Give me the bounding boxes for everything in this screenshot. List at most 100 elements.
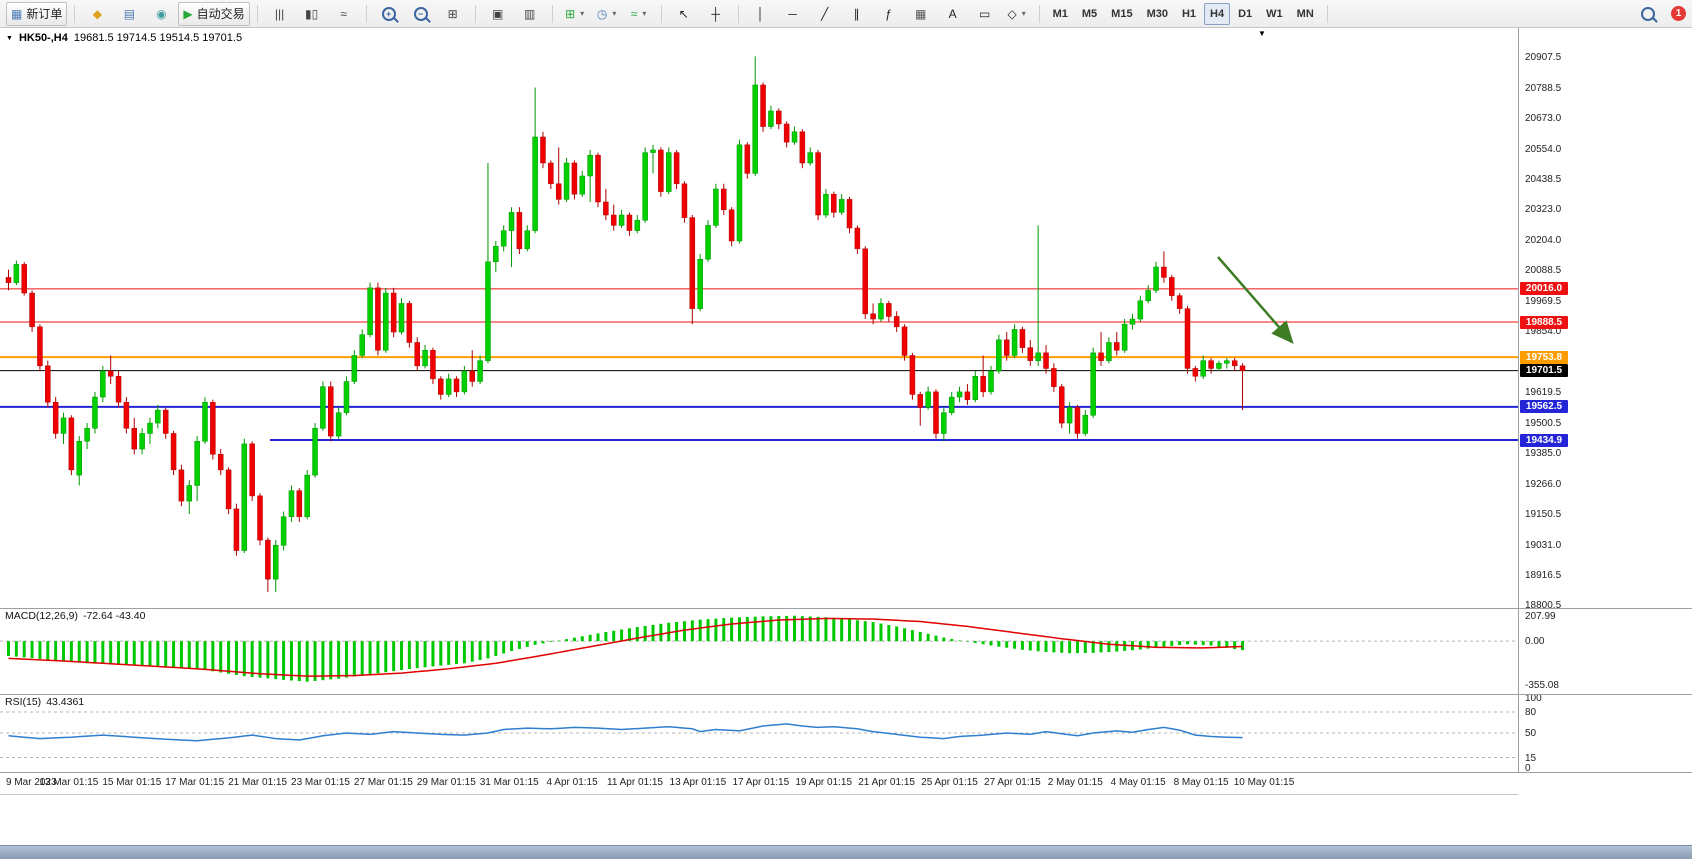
indicators-button[interactable]: ≈ ▾ <box>624 2 654 26</box>
text-label-button[interactable]: ▭ <box>970 2 1000 26</box>
price-axis-label: 18916.5 <box>1525 569 1562 581</box>
price-axis-label: 19150.5 <box>1525 508 1562 520</box>
chart-shift-button[interactable]: ▥ <box>515 2 545 26</box>
tile-windows-icon: ⊞ <box>447 6 458 21</box>
profiles-icon: ◷ <box>596 6 608 21</box>
macd-axis-label: 0.00 <box>1525 636 1545 648</box>
toolbar-separator <box>1038 4 1040 23</box>
horizontal-scrollbar[interactable] <box>0 845 1692 859</box>
time-axis-label: 31 Mar 01:15 <box>479 777 539 788</box>
toolbar-separator <box>551 4 553 23</box>
bar-chart-mode-button[interactable]: ||| <box>265 2 295 26</box>
timeframe-button-d1[interactable]: D1 <box>1238 7 1253 20</box>
symbol-ohlc: 19681.5 19714.5 19514.5 19701.5 <box>73 32 243 44</box>
new-chart-button[interactable]: ⊞ ▾ <box>560 2 590 26</box>
profiles-button[interactable]: ◷ ▾ <box>592 2 622 26</box>
trendline-icon: ╱ <box>820 6 829 21</box>
price-axis-label: 20673.0 <box>1525 112 1562 124</box>
shapes-button[interactable]: ◇ ▾ <box>1002 2 1032 26</box>
horizontal-levels-layer <box>0 288 1518 442</box>
price-axis-label: 20323.0 <box>1525 204 1562 216</box>
search-button[interactable] <box>1633 2 1663 26</box>
candlestick-mode-button[interactable]: ▮▯ <box>297 2 327 26</box>
trend-arrow-annotation[interactable] <box>1217 256 1294 344</box>
auto-arrange-button[interactable]: ▣ <box>483 2 513 26</box>
timeframe-button-h4[interactable]: H4 <box>1204 2 1231 25</box>
vertical-line-button[interactable]: │ <box>746 2 776 26</box>
timeframe-button-w1[interactable]: W1 <box>1266 7 1283 20</box>
timeframe-button-m1[interactable]: M1 <box>1052 7 1068 20</box>
zoom-out-button[interactable]: − <box>406 2 436 26</box>
price-level-tag: 20016.0 <box>1520 282 1568 296</box>
time-axis-label: 15 Mar 01:15 <box>102 777 162 788</box>
time-axis-label: 13 Mar 01:15 <box>39 777 99 788</box>
toolbar-group: ↖ ┼ <box>669 2 731 26</box>
rsi-indicator-plot[interactable] <box>0 694 1518 772</box>
crosshair-button[interactable]: ┼ <box>701 2 731 26</box>
channel-button[interactable]: ∥ <box>842 2 872 26</box>
macd-indicator-plot[interactable] <box>0 608 1518 694</box>
shapes-icon: ◇ <box>1007 6 1017 21</box>
text-button[interactable]: A <box>938 2 968 26</box>
new-chart-icon: ⊞ <box>565 6 576 21</box>
zoom-in-button[interactable]: + <box>374 2 404 26</box>
autotrading-button[interactable]: ▶ 自动交易 <box>178 1 250 26</box>
line-chart-mode-button[interactable]: ≈ <box>329 2 359 26</box>
chevron-down-icon: ▾ <box>580 9 585 18</box>
candlestick-mode-icon: ▮▯ <box>305 6 319 21</box>
search-icon <box>1641 6 1655 21</box>
horizontal-line-button[interactable]: ─ <box>778 2 808 26</box>
chart-shift-marker-icon: ▼ <box>1258 29 1266 38</box>
new-order-button[interactable]: ▦ 新订单 <box>6 1 68 26</box>
notification-badge[interactable]: 1 <box>1671 6 1686 21</box>
chevron-down-icon: ▾ <box>642 9 647 18</box>
fibonacci-button[interactable]: ƒ <box>874 2 904 26</box>
toolbar-group: ⊞ ▾ ◷ ▾ ≈ ▾ <box>560 2 654 26</box>
timeframe-button-m5[interactable]: M5 <box>1081 7 1098 20</box>
price-axis-label: 20554.0 <box>1525 143 1562 155</box>
price-axis-label: 20788.5 <box>1525 82 1562 94</box>
timeframe-button-h1[interactable]: H1 <box>1181 7 1197 20</box>
price-axis-label: 19500.5 <box>1525 417 1562 429</box>
rsi-line <box>8 723 1243 742</box>
trendline-button[interactable]: ╱ <box>810 2 840 26</box>
timeframe-button-m15[interactable]: M15 <box>1111 7 1133 20</box>
time-axis-label: 8 May 01:15 <box>1173 777 1229 788</box>
price-level-tag: 19701.5 <box>1520 364 1568 378</box>
tile-windows-button[interactable]: ⊞ <box>438 2 468 26</box>
chevron-down-icon: ▾ <box>1021 9 1026 18</box>
time-axis-label: 11 Apr 01:15 <box>607 777 663 788</box>
cursor-button[interactable]: ↖ <box>669 2 699 26</box>
bar-chart-mode-icon: ||| <box>274 6 285 21</box>
chart-window-button[interactable]: ◆ <box>82 2 112 26</box>
navigator-button[interactable]: ◉ <box>146 2 176 26</box>
price-level-tag: 19753.8 <box>1520 350 1568 364</box>
channel-icon: ∥ <box>853 6 860 21</box>
time-axis-label: 29 Mar 01:15 <box>416 777 476 788</box>
timeframe-button-m30[interactable]: M30 <box>1146 7 1168 20</box>
toolbar-separator <box>256 4 258 23</box>
toolbar-group: M1 M5 M15 M30 H1 H4 D1 W1 MN <box>1047 2 1320 25</box>
candles-layer <box>5 56 1246 593</box>
crosshair-icon: ┼ <box>711 6 720 21</box>
print-preview-button[interactable]: ▤ <box>114 2 144 26</box>
rsi-axis-label: 15 <box>1525 752 1537 764</box>
price-chart-plot[interactable] <box>0 28 1518 608</box>
autotrading-button-label: 自动交易 <box>196 7 245 21</box>
time-axis-label: 21 Mar 01:15 <box>228 777 288 788</box>
grid-button[interactable]: ▦ <box>906 2 936 26</box>
price-axis: 20907.5 20788.5 20673.0 20554.0 20438.5 20323… <box>1519 28 1692 774</box>
toolbar-group: ||| ▮▯ ≈ <box>265 2 359 26</box>
rsi-label: RSI(15) 43.4361 <box>5 696 85 708</box>
print-preview-icon: ▤ <box>123 6 136 21</box>
text-icon: A <box>948 6 957 21</box>
time-axis-label: 27 Apr 01:15 <box>984 777 1041 788</box>
toolbar-separator <box>660 4 662 23</box>
timeframe-button-mn[interactable]: MN <box>1296 7 1314 20</box>
rsi-axis-label: 50 <box>1525 728 1537 739</box>
time-axis-label: 13 Apr 01:15 <box>669 777 727 788</box>
time-axis-label: 17 Mar 01:15 <box>165 777 225 788</box>
vertical-line-icon: │ <box>756 6 765 21</box>
time-axis-label: 21 Apr 01:15 <box>858 777 915 788</box>
